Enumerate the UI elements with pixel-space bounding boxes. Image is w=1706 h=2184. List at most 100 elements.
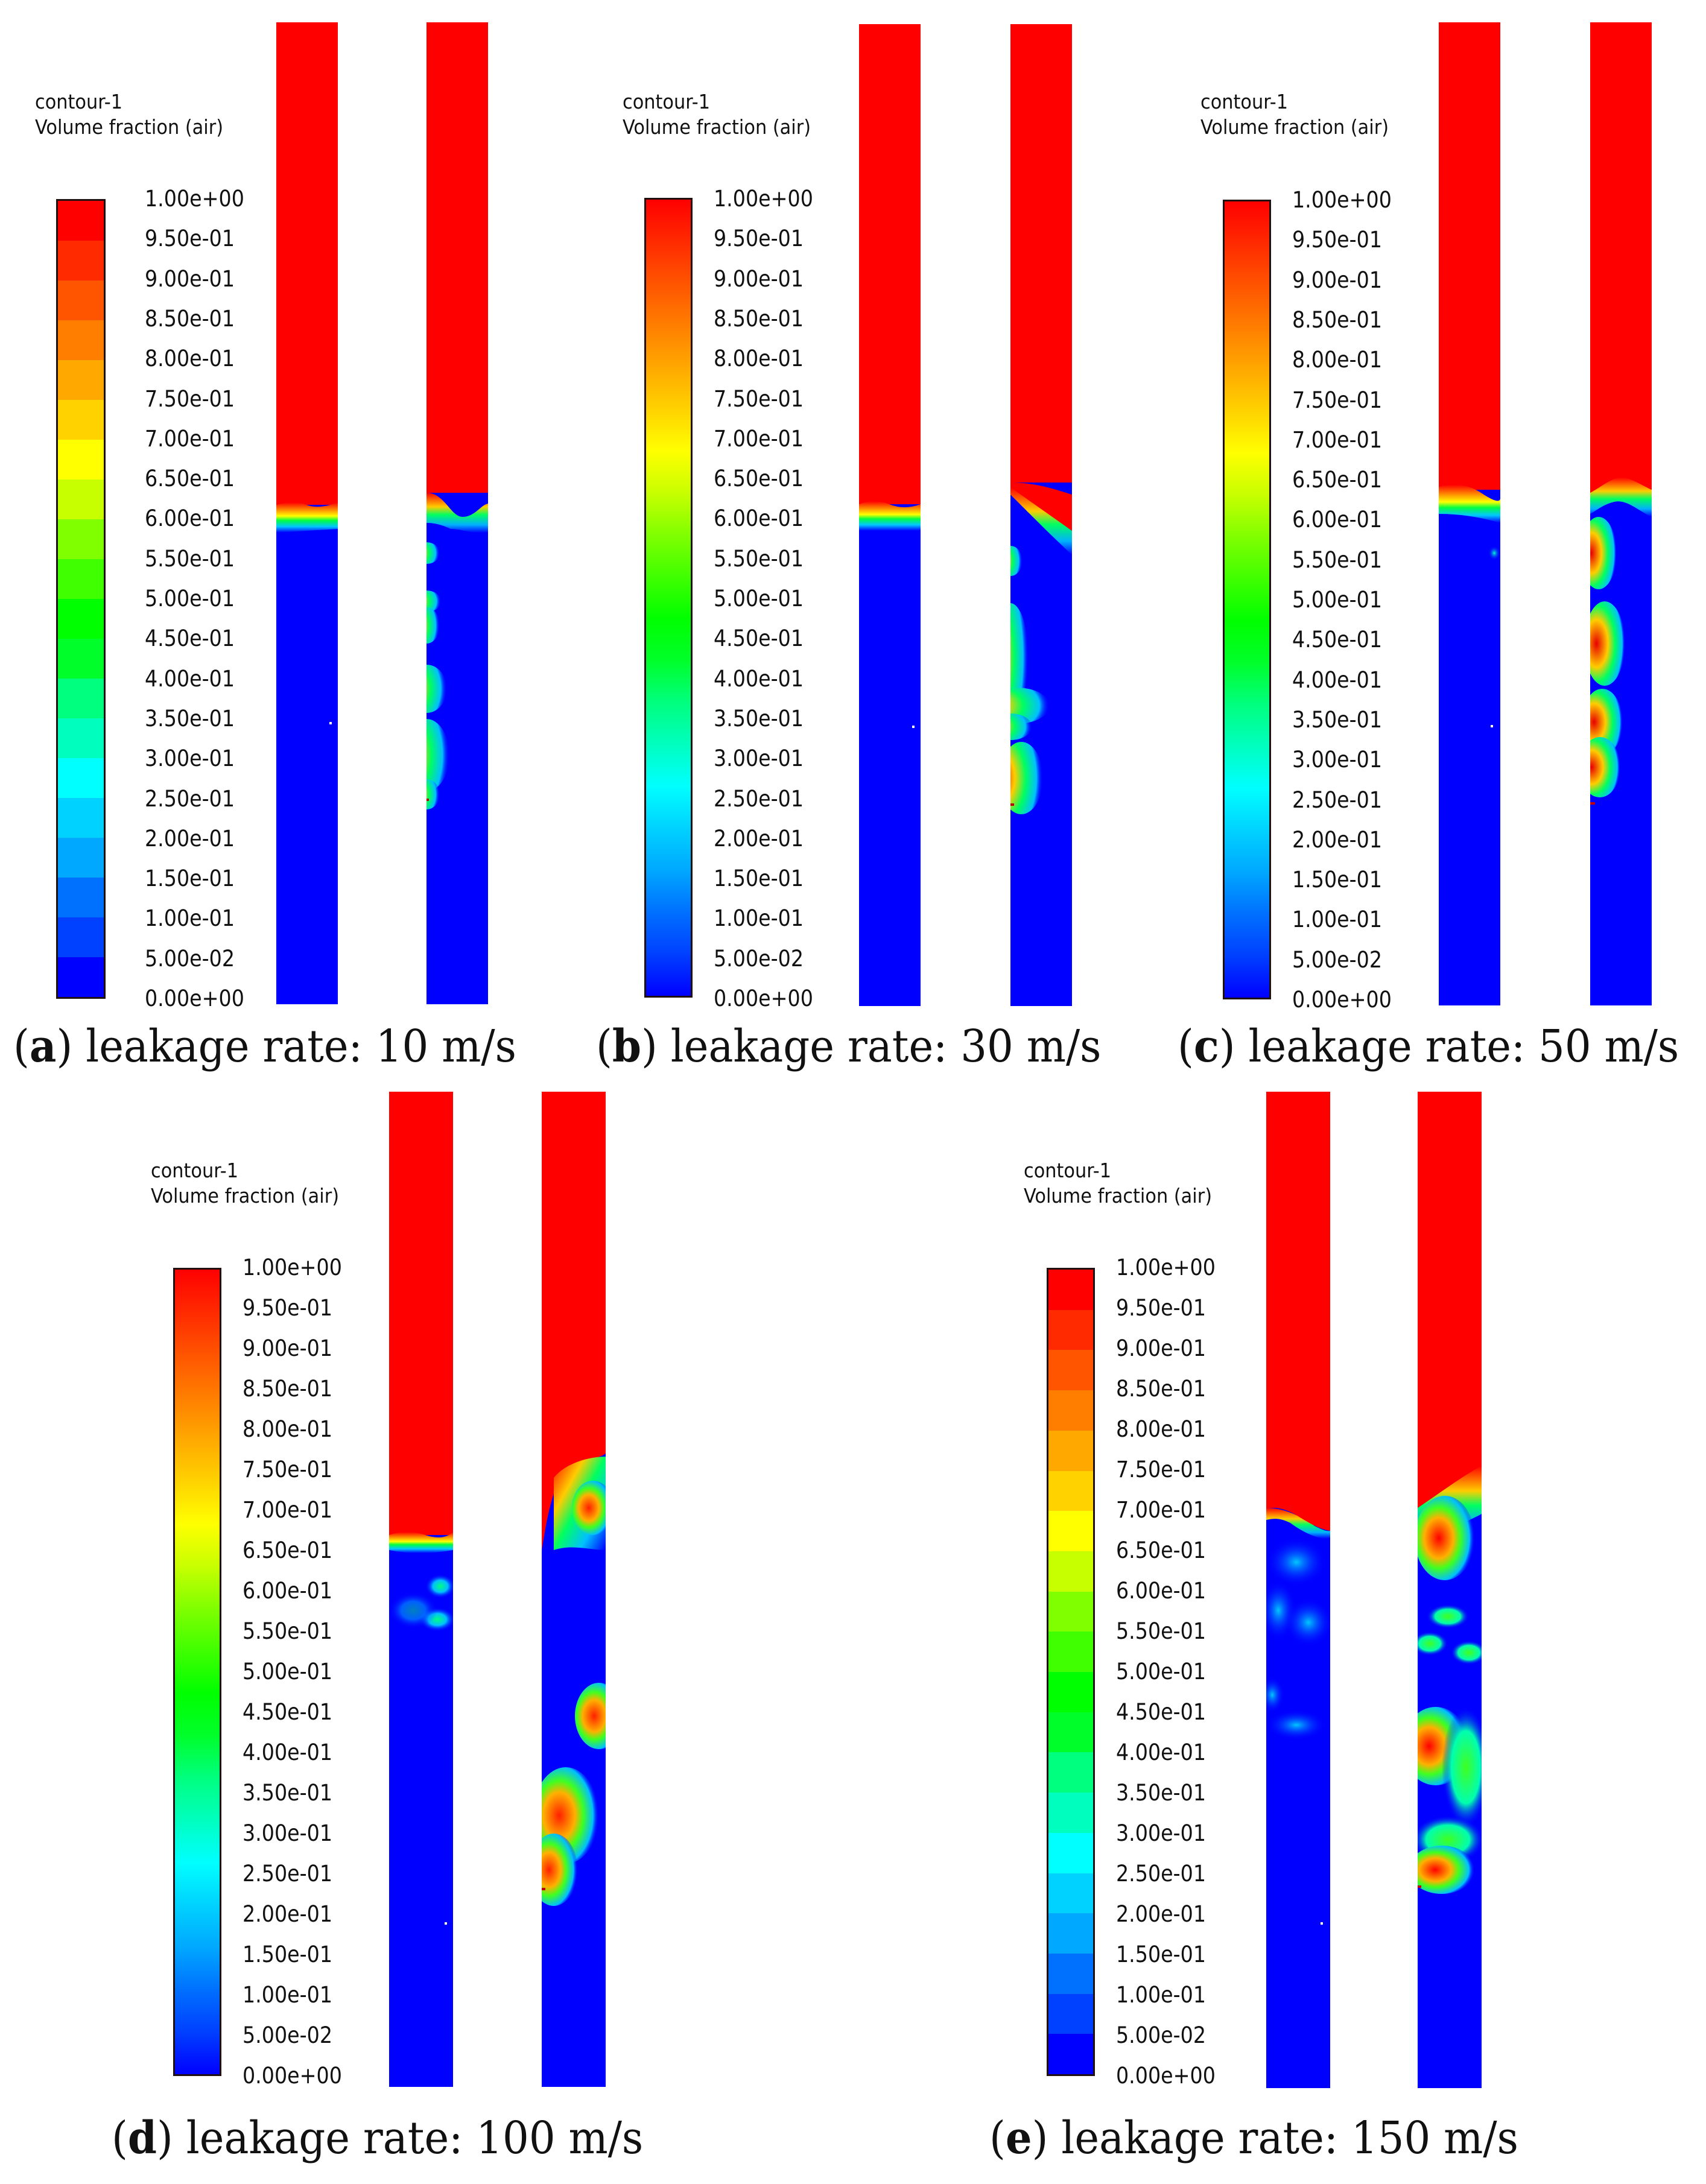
- colorbar-tick-label: 1.00e+00: [714, 186, 813, 212]
- column-right: [542, 1092, 606, 2087]
- colorbar-band: [58, 838, 104, 878]
- colorbar-tick-label: 6.00e-01: [1292, 507, 1383, 533]
- colorbar-tick-label: 9.50e-01: [1116, 1295, 1207, 1321]
- caption-label: a: [29, 1021, 57, 1072]
- legend-title-line1: contour-1: [151, 1159, 239, 1182]
- caption-paren: ): [641, 1021, 671, 1072]
- caption-paren: ): [1219, 1021, 1249, 1072]
- colorbar-tick-label: 6.00e-01: [145, 505, 235, 532]
- legend-title-line2: Volume fraction (air): [1200, 115, 1389, 139]
- colorbar-band: [1048, 1672, 1093, 1712]
- colorbar-tick-label: 1.00e+00: [1292, 187, 1392, 213]
- caption-paren: (: [989, 2112, 1006, 2164]
- colorbar-tick-label: 3.00e-01: [1116, 1820, 1207, 1846]
- caption-text: leakage rate: 150 m/s: [1061, 2112, 1518, 2164]
- colorbar-tick-label: 7.00e-01: [243, 1497, 333, 1523]
- colorbar-tick-label: 8.00e-01: [714, 346, 804, 372]
- colorbar-band: [58, 878, 104, 917]
- colorbar-band: [58, 480, 104, 519]
- colorbar-tick-label: 0.00e+00: [1292, 987, 1392, 1013]
- caption-label: b: [612, 1021, 641, 1072]
- colorbar-tick-label: 4.50e-01: [1292, 627, 1383, 653]
- colorbar-tick-label: 8.50e-01: [243, 1376, 333, 1402]
- colorbar-band: [1048, 1350, 1093, 1391]
- colorbar-tick-label: 4.50e-01: [714, 625, 804, 652]
- legend-title-line1: contour-1: [1200, 90, 1289, 113]
- caption-paren: (: [596, 1021, 612, 1072]
- colorbar-tick-label: 9.00e-01: [1116, 1335, 1207, 1361]
- colorbar-tick-label: 5.00e-02: [145, 945, 235, 972]
- colorbar-tick-label: 1.00e-01: [145, 905, 235, 932]
- legend-title-line1: contour-1: [1024, 1159, 1112, 1182]
- colorbar-tick-label: 7.50e-01: [1116, 1457, 1207, 1483]
- colorbar-tick-label: 1.00e+00: [243, 1255, 342, 1280]
- colorbar: [1223, 200, 1271, 999]
- legend-title: contour-1 Volume fraction (air): [151, 1158, 339, 1209]
- colorbar: [56, 199, 106, 999]
- legend-title: contour-1 Volume fraction (air): [35, 89, 223, 140]
- colorbar-tick-label: 4.50e-01: [243, 1699, 333, 1725]
- colorbar-tick-label: 1.00e-01: [243, 1982, 333, 2008]
- colorbar-tick-label: 5.00e-01: [1116, 1659, 1207, 1685]
- colorbar-tick-label: 4.00e-01: [145, 665, 235, 692]
- colorbar-tick-label: 3.00e-01: [243, 1820, 333, 1846]
- colorbar-tick-label: 2.50e-01: [714, 785, 804, 812]
- legend-title: contour-1 Volume fraction (air): [1024, 1158, 1212, 1209]
- colorbar-tick-label: 2.50e-01: [1116, 1861, 1207, 1887]
- caption-paren: (: [1178, 1021, 1194, 1072]
- colorbar-tick-label: 5.00e-02: [243, 2022, 333, 2048]
- colorbar-tick-label: 0.00e+00: [1116, 2063, 1216, 2089]
- legend-title: contour-1 Volume fraction (air): [1200, 89, 1389, 140]
- colorbar-tick-label: 5.50e-01: [1292, 546, 1383, 573]
- colorbar-band: [1048, 1913, 1093, 1954]
- colorbar-tick-label: 1.00e-01: [714, 905, 804, 932]
- colorbar-tick-label: 1.50e-01: [714, 866, 804, 892]
- colorbar-tick-label: 5.50e-01: [243, 1618, 333, 1644]
- colorbar-band: [1048, 1390, 1093, 1431]
- colorbar-tick-label: 7.50e-01: [714, 385, 804, 412]
- colorbar-tick-label: 8.00e-01: [145, 346, 235, 372]
- legend-title: contour-1 Volume fraction (air): [623, 89, 811, 140]
- colorbar-tick-label: 3.50e-01: [145, 705, 235, 732]
- colorbar-band: [1048, 1270, 1093, 1310]
- legend-title-line1: contour-1: [35, 90, 123, 113]
- colorbar-tick-label: 4.50e-01: [1116, 1699, 1207, 1725]
- colorbar-tick-label: 9.50e-01: [145, 226, 235, 252]
- colorbar-band: [1048, 1793, 1093, 1833]
- colorbar-tick-label: 4.00e-01: [243, 1739, 333, 1765]
- legend-title-line2: Volume fraction (air): [35, 115, 224, 139]
- colorbar-band: [58, 559, 104, 599]
- colorbar-band: [58, 360, 104, 400]
- colorbar-tick-label: 6.50e-01: [1292, 467, 1383, 493]
- caption-paren: (: [112, 2112, 128, 2164]
- colorbar-band: [1048, 1511, 1093, 1551]
- colorbar-tick-label: 5.50e-01: [1116, 1618, 1207, 1644]
- colorbar-band: [58, 519, 104, 559]
- colorbar-tick-label: 9.00e-01: [1292, 267, 1383, 293]
- colorbar-band: [58, 718, 104, 758]
- colorbar-band: [1048, 1551, 1093, 1592]
- colorbar-tick-label: 4.00e-01: [714, 665, 804, 692]
- colorbar-band: [58, 798, 104, 838]
- colorbar-band: [1048, 1632, 1093, 1673]
- colorbar-tick-label: 7.00e-01: [145, 425, 235, 452]
- colorbar-tick-label: 2.50e-01: [145, 785, 235, 812]
- colorbar-tick-label: 1.50e-01: [1116, 1942, 1207, 1967]
- colorbar-tick-label: 2.00e-01: [145, 825, 235, 852]
- column-right: [426, 22, 488, 1004]
- caption-a: (a) leakage rate: 10 m/s: [13, 1021, 516, 1072]
- colorbar-tick-label: 2.00e-01: [1116, 1901, 1207, 1927]
- colorbar-band: [1048, 1591, 1093, 1632]
- colorbar-tick-label: 5.00e-02: [714, 945, 804, 972]
- colorbar-tick-label: 6.00e-01: [1116, 1578, 1207, 1604]
- colorbar-band: [1048, 1470, 1093, 1511]
- colorbar-tick-label: 9.50e-01: [1292, 227, 1383, 253]
- colorbar-band: [1048, 2034, 1093, 2075]
- colorbar: [173, 1268, 221, 2076]
- colorbar-tick-label: 5.50e-01: [714, 545, 804, 572]
- colorbar-band: [58, 241, 104, 280]
- caption-text: leakage rate: 100 m/s: [186, 2112, 644, 2164]
- colorbar-band: [1048, 1993, 1093, 2034]
- column-left: [1266, 1092, 1330, 2088]
- colorbar-tick-label: 1.00e+00: [145, 186, 244, 212]
